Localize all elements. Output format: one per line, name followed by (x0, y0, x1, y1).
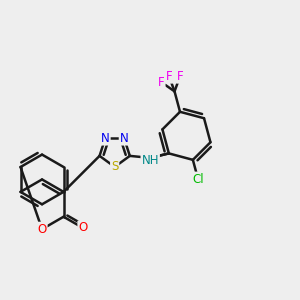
Text: N: N (120, 132, 128, 145)
Text: F: F (158, 76, 165, 88)
Text: Cl: Cl (192, 172, 204, 186)
Text: S: S (111, 160, 118, 173)
Text: O: O (78, 221, 88, 234)
Text: F: F (166, 70, 172, 83)
Text: N: N (101, 132, 110, 145)
Text: F: F (177, 70, 183, 83)
Text: NH: NH (142, 154, 159, 167)
Text: O: O (38, 223, 47, 236)
